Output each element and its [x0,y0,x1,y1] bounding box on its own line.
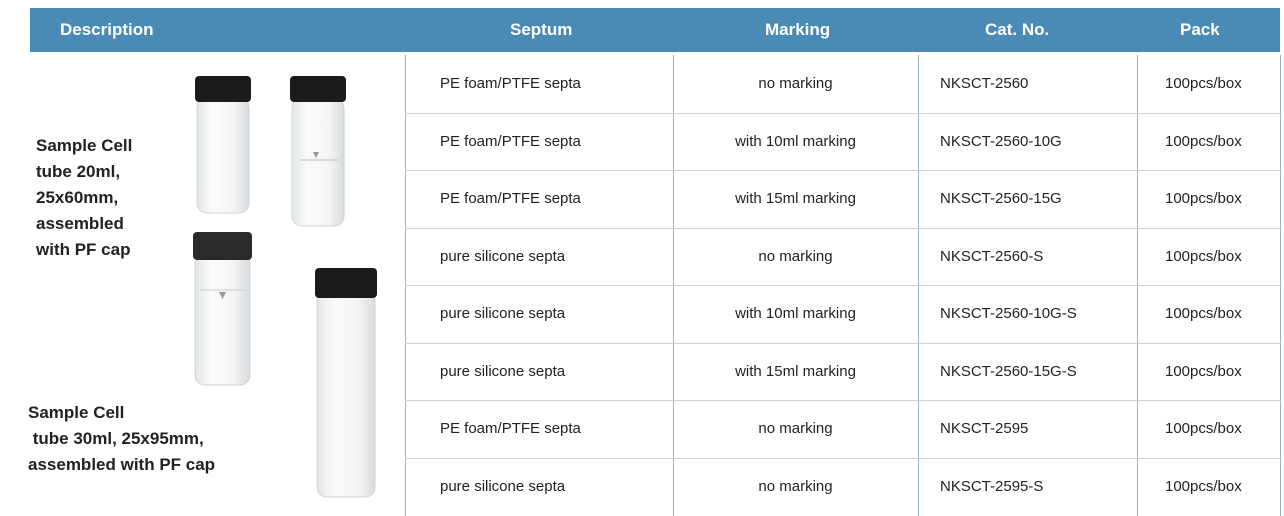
description-line: assembled with PF cap [28,455,216,474]
description-line: tube 30ml, 25x95mm, [28,429,204,448]
table-cell: NKSCT-2560-15G-S [940,362,1077,380]
table-cell: 100pcs/box [1165,477,1242,495]
table-cell: PE foam/PTFE septa [440,190,581,207]
description: Sample Cell tube 30ml, 25x95mm, assembled… [28,400,215,478]
row-border [405,400,1281,401]
table-cell: with 10ml marking [735,305,856,322]
header-cell: Description [60,20,154,39]
table-cell: pure silicone septa [440,247,566,265]
description-line: Sample Cell [28,403,125,422]
header-cell: Pack [1180,20,1220,39]
table-cell: 100pcs/box [1165,420,1242,437]
header-cell: Marking [765,20,831,39]
table-cell: 100pcs/box [1165,190,1242,207]
table-cell: with 10ml marking [735,132,856,150]
description-line: Sample Cell [36,136,133,155]
table-cell: NKSCT-2560-S [940,247,1044,265]
table-cell: NKSCT-2560 [940,75,1029,92]
row-border [405,342,1281,344]
row-border [405,112,1281,114]
table-cell: NKSCT-2560-15G [940,190,1062,207]
table-cell: 100pcs/box [1165,132,1242,150]
table-cell: no marking [758,75,833,92]
table-cell: 100pcs/box [1165,362,1242,380]
table-cell: pure silicone septa [440,362,566,380]
row-border [405,285,1281,286]
table-cell: PE foam/PTFE septa [440,75,581,92]
vial [193,232,252,386]
header-row: Description Septum Marking Cat. No. Pack [30,8,1280,52]
description-line: assembled [36,214,124,233]
table-cell: NKSCT-2560-10G-S [940,305,1077,322]
table-cell: 100pcs/box [1165,305,1242,322]
description: Sample Cell tube 20ml, 25x60mm, assembled wi… [36,133,132,263]
row-border [405,227,1281,229]
header-cell: Cat. No. [985,20,1050,39]
description-line: tube 20ml, [36,162,121,181]
vial [315,268,377,498]
table-cell: pure silicone septa [440,477,566,495]
description-line: with PF cap [36,240,131,259]
table-cell: NKSCT-2595 [940,420,1029,437]
header-cell: Septum [510,20,573,39]
row-border [405,457,1281,459]
vial [195,76,251,214]
table-cell: no marking [758,420,833,437]
table-cell: no marking [758,247,833,265]
table-cell: NKSCT-2595-S [940,477,1044,495]
table-cell: NKSCT-2560-10G [940,132,1062,150]
table-cell: with 15ml marking [735,362,856,380]
table-cell: PE foam/PTFE septa [440,420,581,437]
description-line: 25x60mm, [36,188,119,207]
row-border [405,170,1281,171]
table-cell: 100pcs/box [1165,247,1242,265]
table-cell: PE foam/PTFE septa [440,132,581,150]
table-cell: with 15ml marking [735,190,856,207]
table-cell: 100pcs/box [1165,75,1242,92]
table-cell: pure silicone septa [440,305,566,322]
table-cell: no marking [758,477,833,495]
vial [290,76,346,227]
